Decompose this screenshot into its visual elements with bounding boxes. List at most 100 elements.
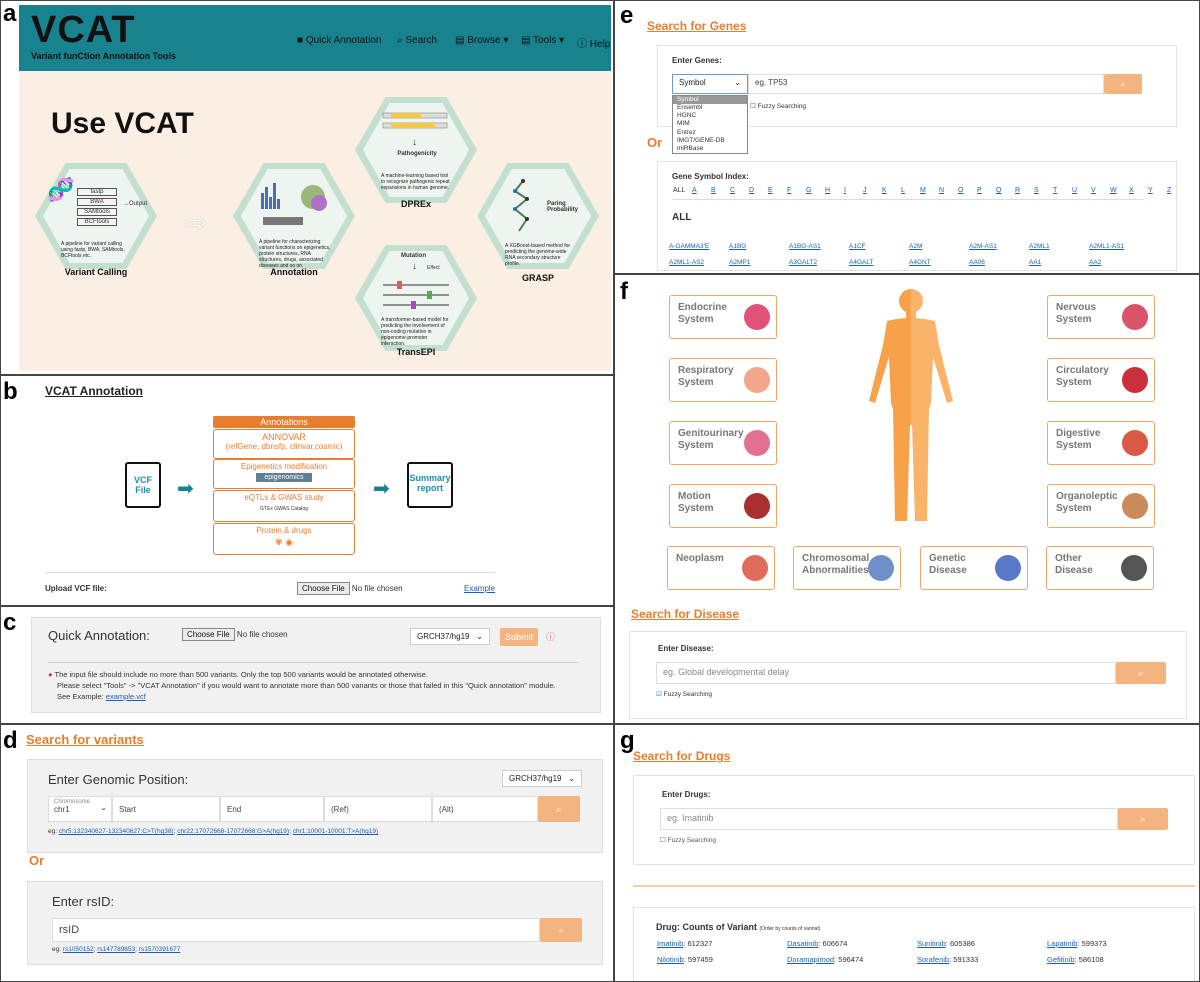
index-letter-v[interactable]: V [1091, 187, 1096, 194]
choose-file-button[interactable]: Choose File [182, 628, 235, 641]
search-button[interactable]: ⌕ [1104, 74, 1142, 94]
system-button-nervous-system[interactable]: Nervous System [1047, 295, 1155, 339]
gene-link[interactable]: A-GAMMA3'E [669, 243, 710, 250]
human-body-figure[interactable] [863, 285, 959, 529]
index-letter-q[interactable]: Q [996, 187, 1002, 194]
index-letter-r[interactable]: R [1015, 187, 1021, 194]
index-letter-h[interactable]: H [825, 187, 831, 194]
rs-example-1[interactable]: rs1050152 [62, 946, 94, 953]
drug-link[interactable]: Gefitinib [1047, 955, 1075, 964]
search-button[interactable]: ⌕ [1118, 808, 1168, 830]
help-icon[interactable]: ⓘ [546, 632, 556, 642]
gene-link[interactable]: A1BG-AS1 [789, 243, 821, 250]
gene-input[interactable]: eg. TP53 [748, 74, 1104, 94]
file-chooser[interactable]: Choose File No file chosen [297, 582, 403, 595]
gene-link[interactable]: AA2 [1089, 259, 1102, 266]
gene-link[interactable]: A1BG [729, 243, 747, 250]
gene-link[interactable]: A4GALT [849, 259, 874, 266]
id-type-dropdown[interactable]: Symbol Ensembl HGNC MIM Entrez IMGT/GENE… [672, 95, 748, 154]
genome-select[interactable]: GRCH37/hg19 ⌄ [410, 628, 490, 645]
search-button[interactable]: ⌕ [1116, 662, 1166, 684]
index-letter-t[interactable]: T [1053, 187, 1058, 194]
option-entrez[interactable]: Entrez [677, 128, 696, 136]
index-letter-j[interactable]: J [863, 187, 867, 194]
system-button-chromosomal-abnormalities[interactable]: Chromosomal Abnormalities [793, 546, 901, 590]
choose-file-button[interactable]: Choose File [297, 582, 350, 595]
nav-quick-annotation[interactable]: ■ Quick Annotation [297, 35, 382, 46]
index-letter-b[interactable]: B [711, 187, 716, 194]
system-button-endocrine-system[interactable]: Endocrine System [669, 295, 777, 339]
gene-link[interactable]: A2M-AS1 [969, 243, 997, 250]
gene-link[interactable]: A3GALT2 [789, 259, 818, 266]
option-mim[interactable]: MIM [677, 120, 690, 128]
index-letter-c[interactable]: C [730, 187, 736, 194]
index-letter-i[interactable]: I [844, 187, 846, 194]
fuzzy-search-option[interactable]: ☐ Fuzzy Searching [660, 837, 717, 844]
index-letter-all[interactable]: ALL [673, 187, 686, 194]
vcat-logo[interactable]: VCAT [31, 9, 136, 51]
rsid-input[interactable]: rsID [52, 918, 540, 942]
end-input[interactable]: End [220, 796, 324, 822]
index-letter-x[interactable]: X [1129, 187, 1134, 194]
rs-example-2[interactable]: rs147789853 [97, 946, 136, 953]
index-letter-n[interactable]: N [939, 187, 945, 194]
nav-browse[interactable]: ▤ Browse ▾ [455, 35, 509, 46]
submit-button[interactable]: Submit [500, 628, 538, 646]
system-button-circulatory-system[interactable]: Circulatory System [1047, 358, 1155, 402]
index-letter-y[interactable]: Y [1148, 187, 1153, 194]
nav-tools[interactable]: ▤ Tools ▾ [521, 35, 565, 46]
disease-input[interactable]: eg. Global developmental delay [656, 662, 1116, 684]
id-type-select[interactable]: Symbol ⌄ [672, 74, 748, 94]
index-letter-z[interactable]: Z [1167, 187, 1172, 194]
example-link[interactable]: Example [464, 584, 496, 593]
gene-link[interactable]: AA1 [1029, 259, 1042, 266]
gene-link[interactable]: AA06 [969, 259, 985, 266]
index-letter-w[interactable]: W [1110, 187, 1117, 194]
option-mirbase[interactable]: miRBase [677, 144, 704, 152]
index-letter-f[interactable]: F [787, 187, 792, 194]
index-letter-d[interactable]: D [749, 187, 755, 194]
index-letter-g[interactable]: G [806, 187, 812, 194]
gene-link[interactable]: A2ML1-AS2 [669, 259, 705, 266]
drug-input[interactable]: eg. Imatinib [660, 808, 1118, 830]
gene-link[interactable]: A2ML1 [1029, 243, 1050, 250]
system-button-genitourinary-system[interactable]: Genitourinary System [669, 421, 777, 465]
genome-select[interactable]: GRCH37/hg19 ⌄ [502, 770, 582, 787]
file-chooser[interactable]: Choose File No file chosen [182, 628, 288, 641]
start-input[interactable]: Start [112, 796, 220, 822]
index-letter-u[interactable]: U [1072, 187, 1078, 194]
drug-link[interactable]: Doramapimod [787, 955, 835, 964]
system-button-digestive-system[interactable]: Digestive System [1047, 421, 1155, 465]
index-letter-o[interactable]: O [958, 187, 964, 194]
index-letter-s[interactable]: S [1034, 187, 1039, 194]
index-letter-a[interactable]: A [692, 187, 697, 194]
fuzzy-search-option[interactable]: ☑ Fuzzy Searching [656, 690, 712, 698]
chromosome-select[interactable]: Chromosome chr1 ⌄ [48, 796, 112, 822]
system-button-other-disease[interactable]: Other Disease [1046, 546, 1154, 590]
fuzzy-search-option[interactable]: ☐ Fuzzy Searching [750, 103, 807, 110]
rs-example-3[interactable]: rs1570391677 [138, 946, 181, 953]
index-letter-m[interactable]: M [920, 187, 926, 194]
gene-link[interactable]: A4GNT [909, 259, 931, 266]
drug-link[interactable]: Nilotinib [657, 955, 684, 964]
option-ensembl[interactable]: Ensembl [677, 104, 703, 112]
nav-search[interactable]: ⌕ Search [397, 35, 438, 46]
gene-link[interactable]: A2ML1-AS1 [1089, 243, 1125, 250]
system-button-genetic-disease[interactable]: Genetic Disease [920, 546, 1028, 590]
example-vcf-link[interactable]: example.vcf [105, 691, 146, 701]
example-link-3[interactable]: chr1:10001-10001:T>A(hg19) [292, 828, 379, 835]
gene-link[interactable]: A1CF [849, 243, 866, 250]
option-hgnc[interactable]: HGNC [677, 112, 697, 120]
index-letter-e[interactable]: E [768, 187, 773, 194]
nav-help[interactable]: ⓘ Help [577, 39, 611, 50]
system-button-neoplasm[interactable]: Neoplasm [667, 546, 775, 590]
search-button[interactable]: ⌕ [540, 918, 582, 942]
index-letter-p[interactable]: P [977, 187, 982, 194]
option-imgt[interactable]: IMGT/GENE-DB [677, 136, 725, 144]
index-letter-l[interactable]: L [901, 187, 905, 194]
system-button-organoleptic-system[interactable]: Organoleptic System [1047, 484, 1155, 528]
index-letter-k[interactable]: K [882, 187, 887, 194]
ref-input[interactable]: (Ref) [324, 796, 432, 822]
system-button-respiratory-system[interactable]: Respiratory System [669, 358, 777, 402]
drug-link[interactable]: Sorafenib [917, 955, 950, 964]
